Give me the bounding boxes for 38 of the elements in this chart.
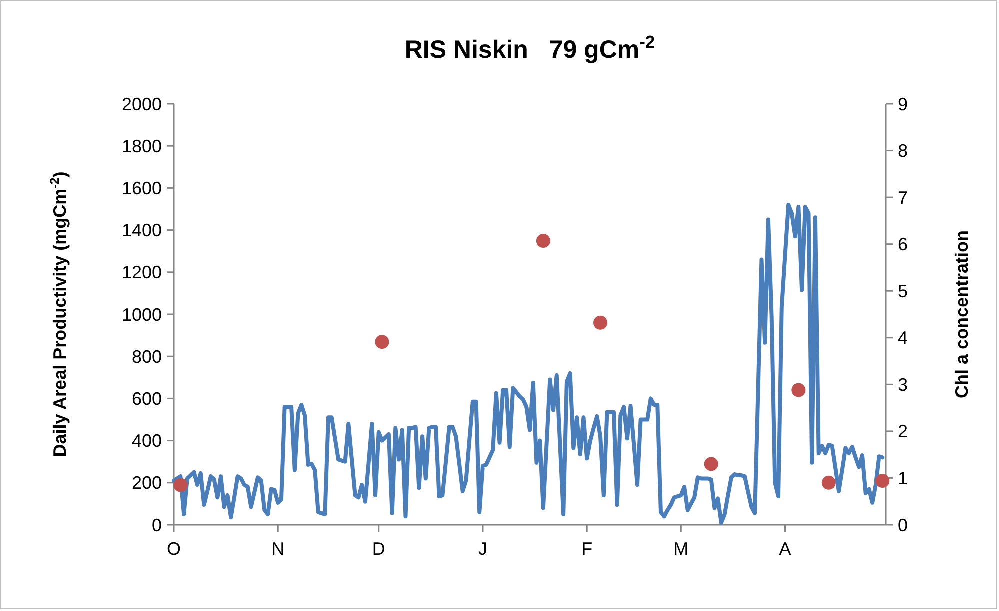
y-tick-label: 1000 <box>122 304 162 325</box>
x-tick-label: D <box>372 539 386 559</box>
y-tick-label: 1600 <box>122 178 162 198</box>
point <box>174 478 188 492</box>
chart-title: RIS Niskin 79 gCm$^{-2}$ <box>404 32 656 64</box>
y2-tick-label: 0 <box>898 515 908 536</box>
x-tick-label: A <box>779 539 792 559</box>
x-tick-label: J <box>478 539 488 559</box>
y2-tick-label: 2 <box>898 422 908 442</box>
y-tick-label: 2000 <box>122 94 162 114</box>
x-tick-label: M <box>674 539 689 559</box>
point <box>536 234 550 248</box>
y-tick-label: 1400 <box>122 220 162 241</box>
y2-tick-label: 1 <box>898 468 908 489</box>
point <box>704 457 718 472</box>
x-tick-label: N <box>272 539 285 559</box>
y2-tick-label: 7 <box>898 188 908 208</box>
y-tick-label: 400 <box>132 431 162 452</box>
point <box>375 335 390 350</box>
y2-tick-label: 3 <box>898 374 908 395</box>
point <box>594 316 608 330</box>
y2-tick-label: 6 <box>898 234 908 255</box>
y2-tick-label: 9 <box>898 94 908 114</box>
y-tick-label: 1800 <box>122 136 162 156</box>
y-tick-label: 0 <box>152 515 162 536</box>
point <box>822 476 836 490</box>
y2-axis-title: Chl a concentration <box>952 230 972 399</box>
y-tick-label: 1200 <box>122 262 162 283</box>
x-tick-label: F <box>582 539 593 559</box>
y2-tick-label: 8 <box>898 141 908 162</box>
y-tick-label: 800 <box>132 346 162 367</box>
y2-tick-label: 4 <box>898 328 908 348</box>
point <box>792 383 806 398</box>
y-tick-label: 200 <box>132 473 162 494</box>
point <box>876 474 890 488</box>
x-tick-label: O <box>166 539 182 559</box>
y2-tick-label: 5 <box>898 281 908 302</box>
y-tick-label: 600 <box>132 389 162 409</box>
